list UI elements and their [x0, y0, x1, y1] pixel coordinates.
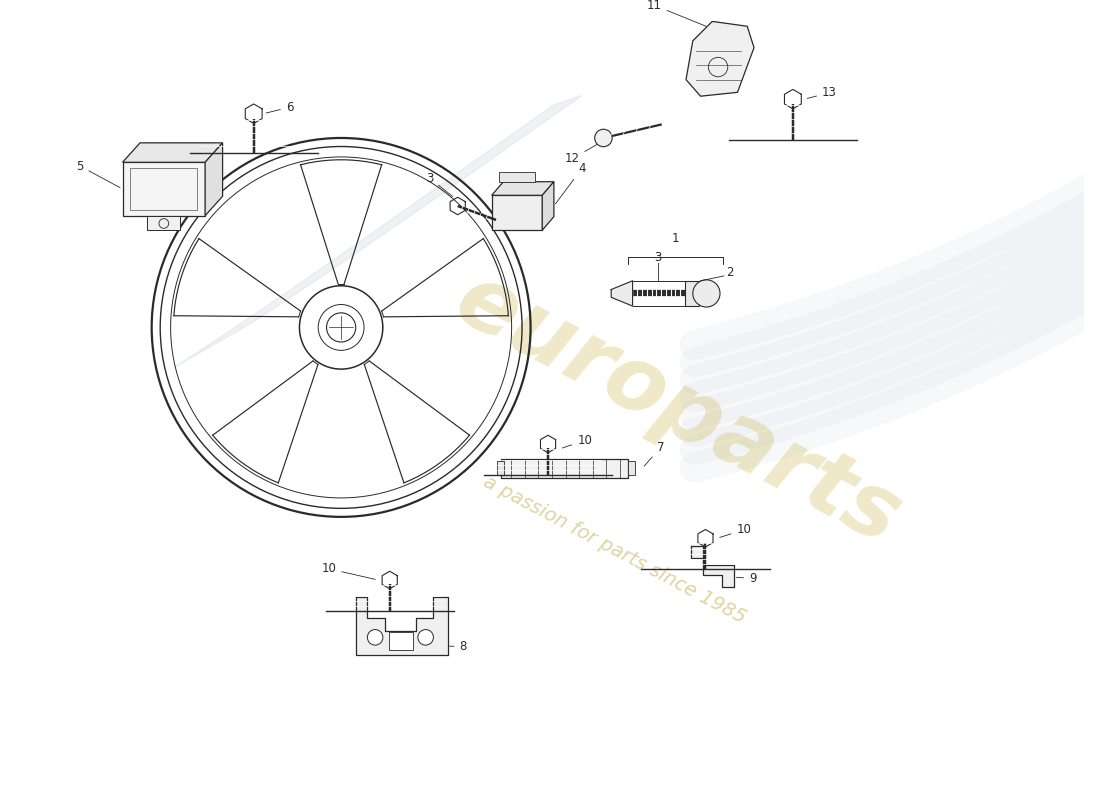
Text: 3: 3 — [426, 172, 452, 197]
Polygon shape — [691, 546, 734, 587]
Circle shape — [418, 630, 433, 645]
Text: 4: 4 — [556, 162, 585, 204]
Text: 9: 9 — [736, 572, 757, 585]
Text: 1: 1 — [672, 232, 679, 245]
Text: 8: 8 — [405, 640, 468, 653]
Bar — [130, 168, 197, 210]
Polygon shape — [686, 22, 754, 96]
Bar — [502, 458, 628, 478]
Polygon shape — [174, 95, 582, 368]
Polygon shape — [492, 182, 554, 195]
Text: 6: 6 — [266, 101, 294, 114]
Text: 7: 7 — [645, 441, 664, 466]
Text: 13: 13 — [807, 86, 837, 99]
Circle shape — [367, 630, 383, 645]
Polygon shape — [122, 143, 222, 162]
Text: europarts: europarts — [441, 256, 915, 564]
Text: 10: 10 — [562, 434, 592, 448]
Polygon shape — [542, 182, 554, 230]
Bar — [122, 162, 205, 216]
Text: 11: 11 — [647, 0, 715, 30]
Text: 5: 5 — [76, 159, 120, 188]
Polygon shape — [205, 143, 222, 216]
Text: 10: 10 — [719, 523, 751, 538]
Text: a passion for parts since 1985: a passion for parts since 1985 — [480, 472, 749, 627]
Text: 2: 2 — [726, 266, 734, 279]
Circle shape — [693, 280, 720, 307]
Polygon shape — [612, 281, 632, 306]
Bar — [499, 172, 535, 182]
Bar — [628, 462, 636, 475]
Text: 10: 10 — [321, 562, 375, 579]
Bar — [492, 195, 542, 230]
Bar — [388, 633, 412, 650]
Bar — [147, 216, 180, 230]
Bar — [685, 281, 698, 306]
Bar — [496, 462, 504, 475]
Polygon shape — [355, 597, 448, 655]
Text: 12: 12 — [564, 139, 606, 166]
Text: 3: 3 — [654, 251, 662, 264]
Circle shape — [595, 130, 613, 146]
